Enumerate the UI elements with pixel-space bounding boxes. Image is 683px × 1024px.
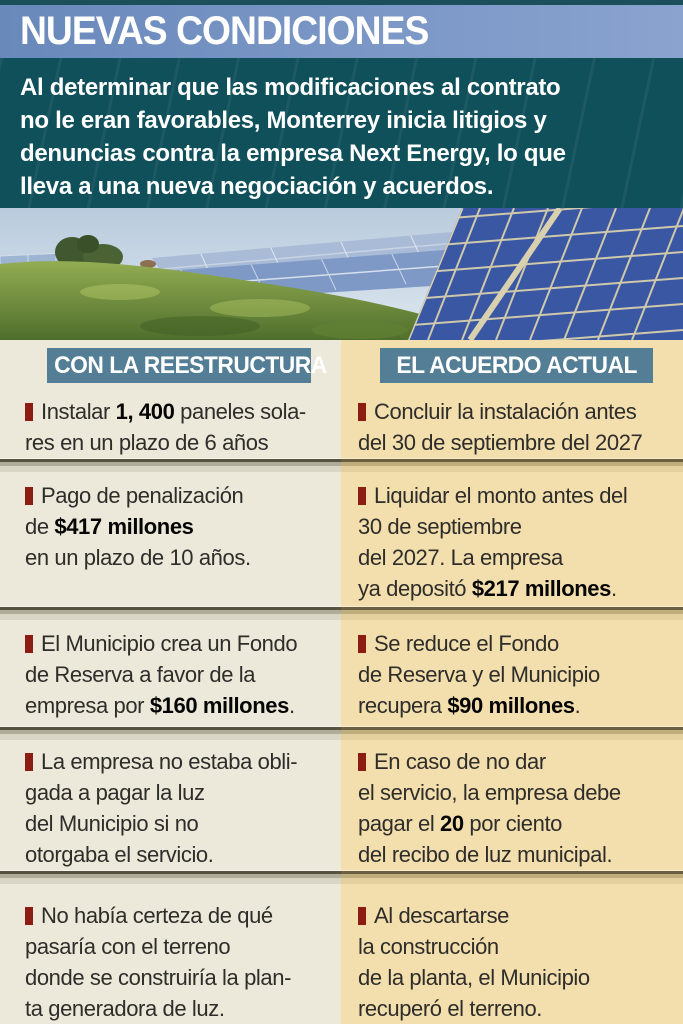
item-text: En caso de no dar el servicio, la empres… [358,749,621,867]
item-text: No había certeza de qué pasaría con el t… [25,903,292,1021]
item-text: Al descartarse la construcción de la pla… [358,903,590,1021]
item-text: Se reduce el Fondo de Reserva y el Munic… [358,631,600,718]
bullet-square-icon [358,635,366,653]
comparison-row: No había certeza de qué pasaría con el t… [0,884,683,1024]
bullet-square-icon [358,907,366,925]
solar-panels-illustration [0,208,683,340]
bullet-square-icon [25,487,33,505]
title-band: NUEVAS CONDICIONES [0,5,683,58]
item-text: La empresa no estaba obli- gada a pagar … [25,749,298,867]
item-text: Liquidar el monto antes del 30 de septie… [358,483,628,601]
comparison-row: Pago de penalización de $417 millones en… [0,472,683,606]
bullet-square-icon [25,635,33,653]
item-text: Pago de penalización de $417 millones en… [25,483,251,570]
intro-box: Al determinar que las modificaciones al … [0,58,683,208]
bullet-square-icon [358,753,366,771]
bullet-square-icon [25,403,33,421]
bullet-square-icon [25,907,33,925]
intro-text: Al determinar que las modificaciones al … [20,74,566,200]
top-strip [0,0,683,5]
row-divider [0,870,683,884]
item-text: Instalar 1, 400 paneles sola- res en un … [25,399,306,455]
comparison-table: CON LA REESTRUCTURA EL ACUERDO ACTUAL In… [0,340,683,1024]
row-divider [0,606,683,620]
right-column-header: EL ACUERDO ACTUAL [380,348,653,383]
bullet-square-icon [358,403,366,421]
main-title: NUEVAS CONDICIONES [20,9,429,53]
comparison-row: Instalar 1, 400 paneles sola- res en un … [0,388,683,458]
item-text: El Municipio crea un Fondo de Reserva a … [25,631,298,718]
comparison-row: El Municipio crea un Fondo de Reserva a … [0,620,683,726]
row-divider [0,726,683,740]
solar-panels-photo [0,208,683,340]
bullet-square-icon [358,487,366,505]
left-column-header: CON LA REESTRUCTURA [47,348,327,383]
comparison-row: La empresa no estaba obli- gada a pagar … [0,740,683,870]
column-headers-row: CON LA REESTRUCTURA EL ACUERDO ACTUAL [0,340,683,388]
bullet-square-icon [25,753,33,771]
item-text: Concluir la instalación antes del 30 de … [358,399,643,455]
row-divider [0,458,683,472]
